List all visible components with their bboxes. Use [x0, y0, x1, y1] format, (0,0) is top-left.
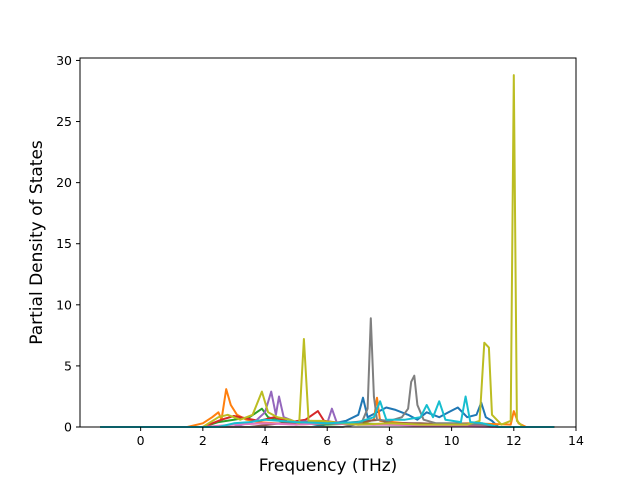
x-tick-label: 8	[385, 433, 393, 448]
plot-series	[100, 74, 555, 428]
x-tick-label: 12	[506, 433, 522, 448]
y-tick-label: 30	[56, 53, 72, 68]
plot-frame	[79, 57, 577, 428]
y-tick-label: 20	[56, 175, 72, 190]
x-axis-ticks: 0 2 4 6 8 10 12 14	[137, 427, 584, 448]
y-tick-label: 15	[56, 236, 72, 251]
x-tick-label: 6	[323, 433, 331, 448]
pdos-series-line-8	[100, 317, 555, 428]
pdos-series-line-10	[100, 395, 555, 428]
y-tick-label: 25	[56, 114, 72, 129]
pdos-series-line-9	[100, 74, 555, 428]
x-tick-label: 10	[444, 433, 460, 448]
y-tick-label: 5	[64, 358, 72, 373]
y-tick-label: 0	[64, 420, 72, 435]
x-tick-label: 4	[261, 433, 269, 448]
y-axis-title: Partial Density of States	[27, 140, 47, 345]
pdos-series-line-1	[100, 396, 555, 428]
y-axis-ticks: 0 5 10 15 20 25 30	[56, 53, 80, 435]
x-tick-label: 2	[199, 433, 207, 448]
x-tick-label: 14	[568, 433, 584, 448]
y-tick-label: 10	[56, 297, 72, 312]
x-tick-label: 0	[137, 433, 145, 448]
x-axis-title: Frequency (THz)	[259, 456, 398, 476]
